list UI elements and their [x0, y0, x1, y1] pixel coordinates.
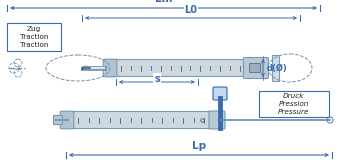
FancyBboxPatch shape [54, 116, 62, 125]
Text: Lm: Lm [155, 0, 172, 4]
FancyBboxPatch shape [103, 59, 117, 77]
FancyBboxPatch shape [60, 111, 74, 129]
Text: L0: L0 [184, 5, 198, 15]
Text: Zug
Traction
Traction: Zug Traction Traction [20, 26, 48, 48]
FancyBboxPatch shape [250, 64, 260, 73]
Text: d(Ø): d(Ø) [267, 64, 288, 73]
FancyBboxPatch shape [68, 111, 214, 128]
Text: Druck
Pression
Pressure: Druck Pression Pressure [278, 93, 310, 115]
FancyBboxPatch shape [243, 58, 268, 79]
Text: Lp: Lp [192, 141, 206, 151]
FancyBboxPatch shape [7, 23, 61, 51]
FancyBboxPatch shape [259, 91, 329, 117]
Text: s: s [154, 74, 160, 84]
FancyBboxPatch shape [112, 59, 250, 76]
FancyBboxPatch shape [209, 111, 225, 129]
FancyBboxPatch shape [272, 55, 279, 81]
FancyBboxPatch shape [213, 87, 227, 100]
